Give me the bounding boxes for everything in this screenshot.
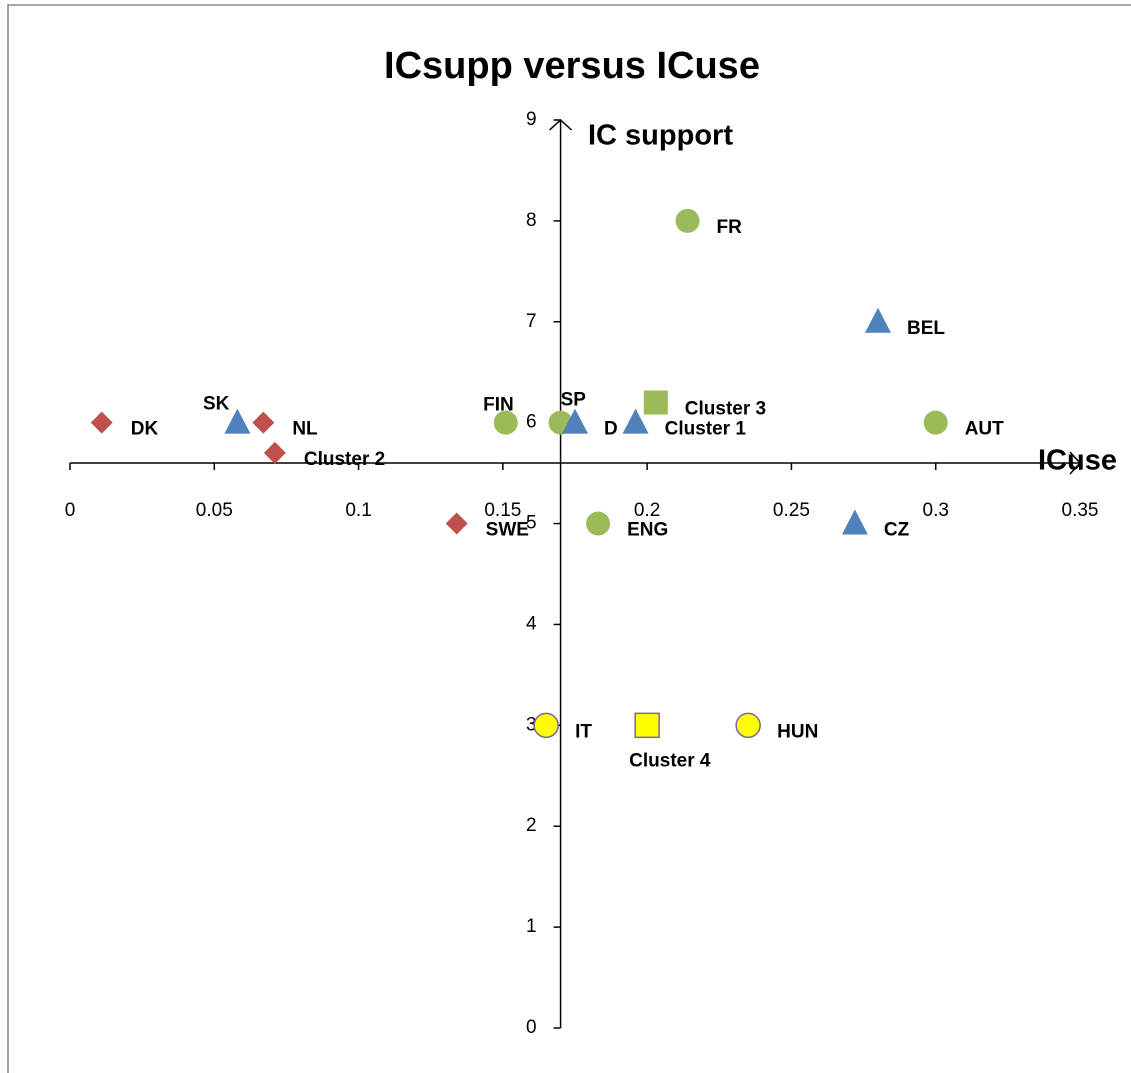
point-label: Cluster 2 — [304, 449, 385, 470]
point — [675, 208, 700, 233]
y-tick-label: 8 — [526, 210, 537, 231]
point — [923, 410, 948, 435]
y-tick-label: 5 — [526, 513, 537, 534]
frame — [7, 4, 1131, 1073]
y-tick-label: 2 — [526, 815, 537, 836]
x-tick-label: 0.15 — [484, 500, 521, 521]
point — [841, 509, 868, 535]
point — [735, 712, 761, 739]
point — [263, 441, 286, 464]
y-tick-label: 0 — [526, 1017, 537, 1038]
point-label: HUN — [777, 721, 818, 742]
point — [252, 411, 275, 434]
point-label: NL — [292, 419, 318, 440]
point-label: IT — [575, 721, 592, 742]
point — [622, 408, 649, 434]
point-label: SP — [561, 390, 587, 411]
point — [562, 408, 588, 434]
point-label: FR — [717, 217, 743, 238]
point — [643, 390, 668, 415]
x-tick-label: 0.35 — [1062, 500, 1099, 521]
x-tick-label: 0 — [65, 500, 76, 521]
y-axis-label: IC support — [588, 120, 733, 152]
point — [586, 511, 611, 536]
point-label: SK — [203, 394, 230, 415]
point-label: CZ — [884, 520, 910, 541]
point — [865, 307, 891, 333]
y-tick-label: 9 — [526, 109, 537, 130]
x-tick-label: 0.25 — [773, 500, 810, 521]
y-tick-label: 7 — [526, 311, 537, 332]
point-label: BEL — [907, 318, 945, 339]
point-label: Cluster 3 — [685, 399, 766, 420]
point — [533, 712, 559, 739]
point-label: D — [604, 419, 618, 440]
point — [493, 410, 518, 435]
point-label: Cluster 1 — [665, 419, 747, 440]
y-tick-label: 3 — [526, 714, 537, 735]
point-label: DK — [131, 419, 159, 440]
point — [90, 411, 113, 434]
point-label: AUT — [965, 419, 1004, 440]
y-tick-label: 1 — [526, 916, 537, 937]
point — [634, 712, 660, 739]
y-tick-label: 6 — [526, 412, 537, 433]
point — [224, 408, 251, 434]
point-label: FIN — [483, 395, 514, 416]
chart-title: ICsupp versus ICuse — [384, 45, 760, 87]
point-label: Cluster 4 — [629, 750, 711, 771]
x-tick-label: 0.1 — [345, 500, 371, 521]
x-tick-label: 0.05 — [196, 500, 233, 521]
y-tick-label: 4 — [526, 613, 537, 634]
x-tick-label: 0.2 — [634, 500, 660, 521]
point-label: ENG — [627, 520, 668, 541]
point — [445, 512, 468, 535]
point-label: SWE — [486, 520, 529, 541]
x-tick-label: 0.3 — [923, 500, 949, 521]
